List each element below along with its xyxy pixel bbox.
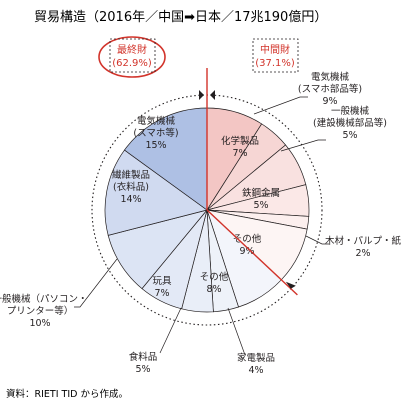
leader-line-8 — [227, 307, 246, 356]
slice-label-1-line-2: (スマホ部品等) — [298, 83, 362, 95]
slice-label-1-line-3: 9% — [322, 96, 337, 107]
slice-label-13-line-2: (スマホ等) — [133, 127, 178, 139]
intermediate-goods-box — [252, 38, 299, 73]
slice-label-3-line-1: 化学製品 — [221, 135, 259, 147]
slice-label-8-line-1: 家電製品 — [237, 352, 275, 364]
group-divider-bottom — [206, 209, 298, 296]
final-goods-share: (62.9%) — [112, 58, 152, 69]
slice-label-3-line-2: 7% — [232, 148, 247, 159]
slice-label-11-line-2: プリンター等） — [7, 305, 74, 317]
leader-line-1 — [253, 96, 308, 115]
pie-slices — [104, 107, 310, 313]
slice-label-1-line-1: 電気機械 — [311, 71, 350, 83]
slice-label-5-line-2: 2% — [355, 248, 370, 259]
group-labels: 最終財 (62.9%) 中間財 (37.1%) — [98, 36, 299, 78]
slice-label-12-line-1: 繊維製品 — [112, 169, 150, 181]
slice-label-2-line-2: (建設機械部品等) — [313, 117, 387, 129]
pie-slice-13 — [123, 107, 208, 211]
slice-label-2-line-3: 5% — [342, 130, 357, 141]
slice-label-10-line-2: 7% — [154, 288, 169, 299]
final-goods-highlight-ring — [98, 36, 166, 78]
slice-label-13-line-3: 15% — [145, 140, 166, 151]
arrow-group-boundary — [285, 281, 296, 289]
slice-label-2-line-1: 一般機械 — [331, 105, 370, 117]
slice-label-6-line-1: その他 — [233, 233, 262, 245]
slice-label-13-line-1: 電気機械 — [137, 115, 176, 127]
slice-label-12-line-2: (衣料品) — [113, 181, 149, 193]
intermediate-goods-share: (37.1%) — [255, 58, 295, 69]
slice-labels: 電気機械(スマホ部品等)9%一般機械(建設機械部品等)5%化学製品7%鉄鋼金属5… — [0, 71, 401, 376]
leader-line-5 — [305, 235, 329, 245]
slice-label-6-line-2: 9% — [239, 246, 254, 257]
chart-title: 貿易構造（2016年／中国➡日本／17兆190億円） — [34, 9, 327, 25]
final-goods-label: 最終財 — [117, 43, 147, 56]
slice-label-7-line-2: 8% — [206, 284, 221, 295]
intermediate-goods-label: 中間財 — [260, 43, 290, 56]
slice-label-9-line-1: 食料品 — [129, 351, 158, 363]
pie-decorations — [91, 68, 323, 326]
slice-label-11-line-1: 一般機械（パソコン・ — [0, 293, 88, 305]
slice-label-12-line-3: 14% — [120, 194, 141, 205]
slice-label-11-line-3: 10% — [29, 318, 50, 329]
slice-label-4-line-2: 5% — [253, 200, 268, 211]
leader-line-9 — [159, 307, 182, 354]
leader-line-2 — [280, 139, 326, 152]
pie-slice-12 — [104, 149, 208, 236]
slice-label-8-line-2: 4% — [248, 365, 263, 376]
slice-label-9-line-2: 5% — [135, 364, 150, 375]
final-goods-box — [109, 38, 156, 73]
leader-lines — [74, 96, 329, 356]
slice-label-5-line-1: 木材・パルプ・紙 — [325, 235, 402, 247]
slice-label-4-line-1: 鉄鋼金属 — [242, 187, 280, 199]
arrow-final-goods — [199, 90, 204, 100]
arrow-intermediate-goods — [210, 90, 215, 100]
source-note: 資料：RIETI TID から作成。 — [6, 388, 128, 400]
slice-label-10-line-1: 玩具 — [152, 276, 172, 287]
leader-line-11 — [74, 258, 118, 308]
slice-label-7-line-1: その他 — [200, 271, 229, 283]
